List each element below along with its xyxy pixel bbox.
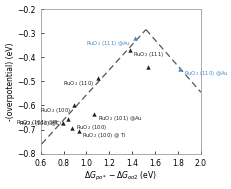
Point: [132, 37, 136, 40]
Point: [146, 65, 149, 68]
Text: RuO$_2$ (101) @Pt: RuO$_2$ (101) @Pt: [16, 118, 59, 127]
Point: [65, 117, 69, 120]
Point: [61, 121, 65, 124]
Text: RuO$_2$ (101) @Au: RuO$_2$ (101) @Au: [97, 114, 142, 123]
Point: [70, 126, 74, 129]
Text: RuO$_2$ (111) @Au: RuO$_2$ (111) @Au: [86, 39, 131, 48]
Point: [128, 49, 131, 52]
Text: RuO$_2$ (100) @Cu: RuO$_2$ (100) @Cu: [19, 119, 64, 128]
Y-axis label: -(overpotential) (eV): -(overpotential) (eV): [6, 42, 15, 121]
X-axis label: $\Delta G_{po*} - \Delta G_{oo2}$ (eV): $\Delta G_{po*} - \Delta G_{oo2}$ (eV): [84, 170, 157, 184]
Point: [72, 104, 76, 107]
Text: RuO$_2$ (100) @ Ti: RuO$_2$ (100) @ Ti: [82, 131, 126, 140]
Point: [92, 112, 96, 115]
Point: [178, 67, 181, 70]
Point: [96, 77, 99, 80]
Text: RuO$_2$ (110): RuO$_2$ (110): [63, 79, 94, 88]
Text: RuO$_2$ (111): RuO$_2$ (111): [133, 50, 164, 59]
Text: RuO$_2$ (100): RuO$_2$ (100): [40, 106, 71, 115]
Text: RuO$_2$ (110) @Au: RuO$_2$ (110) @Au: [183, 69, 228, 78]
Text: RuO$_2$ (100): RuO$_2$ (100): [75, 123, 106, 132]
Point: [77, 129, 81, 132]
